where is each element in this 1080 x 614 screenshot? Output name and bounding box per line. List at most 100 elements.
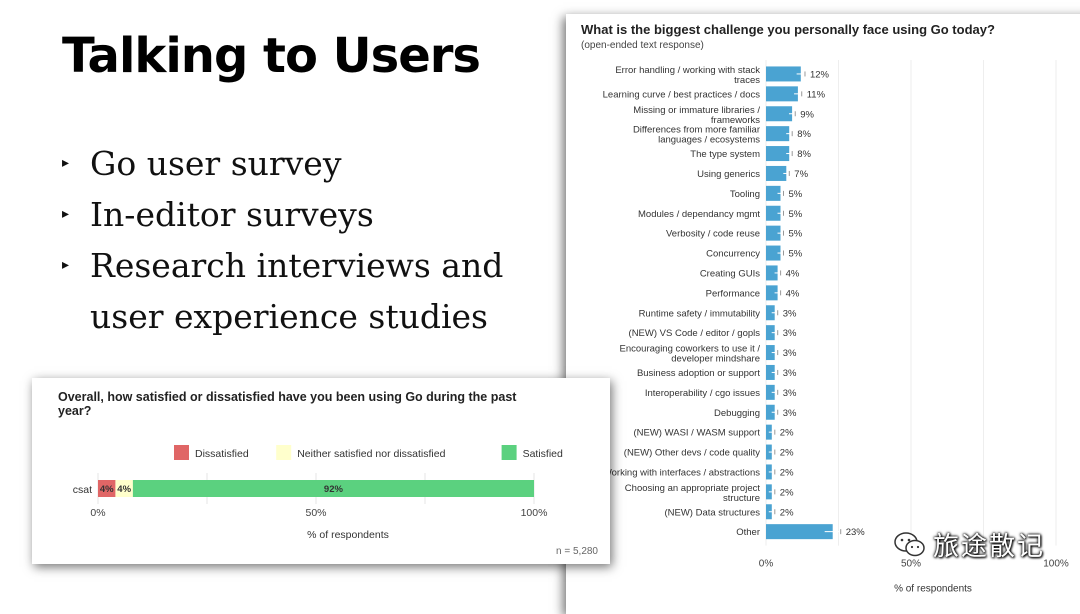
legend-swatch: [501, 445, 517, 460]
x-tick-label: 0%: [90, 507, 105, 519]
bar: [766, 285, 778, 301]
category-label: Business adoption or support: [637, 368, 760, 379]
bar: [766, 345, 775, 361]
bar: [766, 66, 801, 82]
category-label: Learning curve / best practices / docs: [603, 89, 761, 100]
bar: [766, 165, 787, 181]
category-label: Verbosity / code reuse: [666, 229, 760, 240]
bar: [766, 245, 781, 261]
bar: [766, 86, 798, 102]
bullet-arrow-icon: ▸: [62, 206, 70, 222]
category-label: Using generics: [697, 169, 760, 180]
bullet-list: ▸ Go user survey ▸ In-editor surveys ▸ R…: [62, 138, 503, 342]
legend-label: Neither satisfied nor dissatisfied: [297, 448, 445, 460]
category-label: (NEW) Other devs / code quality: [624, 448, 760, 459]
bar: [766, 205, 781, 221]
category-label: Performance: [706, 288, 760, 299]
category-label: Error handling / working with stack: [615, 65, 760, 76]
category-label: languages / ecosystems: [658, 135, 760, 146]
legend-label: Dissatisfied: [195, 448, 249, 460]
bar-value-label: 7%: [794, 169, 808, 180]
category-label: developer mindshare: [671, 354, 760, 365]
bar-value-label: 3%: [783, 348, 797, 359]
segment-value-label: 4%: [100, 484, 114, 495]
category-label: traces: [734, 75, 760, 86]
satisfaction-bar-chart: Dissatisfied Neither satisfied nor dissat…: [73, 445, 598, 557]
bar-value-label: 2%: [780, 507, 794, 518]
bar-value-label: 3%: [783, 368, 797, 379]
category-label: Tooling: [730, 189, 760, 200]
sample-size-note: n = 5,280: [556, 546, 598, 557]
bullet-item: ▸ Go user survey: [62, 138, 503, 189]
bullet-item: ▸ Research interviews and user experienc…: [62, 240, 503, 342]
challenges-chart-title: What is the biggest challenge you person…: [581, 22, 995, 37]
bar-value-label: 5%: [789, 209, 803, 220]
bar: [766, 146, 790, 162]
bar-value-label: 3%: [783, 308, 797, 319]
x-tick-label: 50%: [305, 507, 326, 519]
satisfaction-chart-title: Overall, how satisfied or dissatisfied h…: [58, 390, 517, 418]
bar-value-label: 2%: [780, 428, 794, 439]
bar-value-label: 8%: [797, 129, 811, 140]
watermark: 旅途散记: [893, 526, 1045, 563]
bar-value-label: 5%: [789, 249, 803, 260]
x-tick-label: 100%: [521, 507, 548, 519]
bar-value-label: 23%: [846, 527, 866, 538]
bullet-text: In-editor surveys: [90, 195, 374, 234]
bar: [766, 225, 781, 241]
bar: [766, 126, 790, 142]
bar-value-label: 8%: [797, 149, 811, 160]
challenges-chart-subtitle: (open-ended text response): [581, 40, 704, 51]
x-axis-label: % of respondents: [307, 529, 389, 541]
category-label: Modules / dependancy mgmt: [638, 209, 760, 220]
challenges-chart-panel: What is the biggest challenge you person…: [566, 14, 1080, 614]
bullet-arrow-icon: ▸: [62, 155, 70, 171]
category-label: frameworks: [711, 115, 760, 126]
category-label: Interoperability / cgo issues: [645, 388, 760, 399]
legend-swatch: [174, 445, 189, 460]
x-tick-label: 50%: [901, 559, 921, 570]
bar: [766, 384, 775, 400]
bullet-arrow-icon: ▸: [62, 257, 70, 273]
category-label: Creating GUIs: [700, 268, 760, 279]
category-label: Other: [736, 527, 760, 538]
bar-value-label: 9%: [800, 109, 814, 120]
bar: [766, 364, 775, 380]
bar-value-label: 5%: [789, 229, 803, 240]
category-label: Encouraging coworkers to use it /: [620, 344, 761, 355]
slide-title: Talking to Users: [62, 28, 481, 84]
bullet-text: Research interviews and: [90, 246, 504, 285]
segment-value-label: 92%: [324, 484, 344, 495]
legend-label: Satisfied: [523, 448, 563, 460]
category-label: Choosing an appropriate project: [625, 483, 761, 494]
bar: [766, 524, 833, 540]
bullet-item: ▸ In-editor surveys: [62, 189, 503, 240]
bullet-text: Go user survey: [90, 144, 342, 183]
bar: [766, 185, 781, 201]
challenges-bar-chart: Error handling / working with stacktrace…: [603, 60, 1069, 595]
bar-value-label: 4%: [786, 268, 800, 279]
watermark-text: 旅途散记: [933, 532, 1046, 562]
bar-value-label: 5%: [789, 189, 803, 200]
bar: [766, 325, 775, 341]
category-label: (NEW) Data structures: [664, 507, 760, 518]
satisfaction-chart-panel: Overall, how satisfied or dissatisfied h…: [32, 378, 610, 564]
segment-value-label: 4%: [117, 484, 131, 495]
bar: [766, 404, 775, 420]
bar: [766, 305, 775, 321]
category-label: Concurrency: [706, 249, 760, 260]
bar-value-label: 2%: [780, 448, 794, 459]
x-tick-label: 0%: [759, 559, 774, 570]
bar-value-label: 4%: [786, 288, 800, 299]
category-label: The type system: [690, 149, 760, 160]
bar-value-label: 11%: [807, 89, 826, 100]
bar-value-label: 12%: [810, 69, 830, 80]
category-label: Debugging: [714, 408, 760, 419]
x-axis-label: % of respondents: [894, 584, 972, 595]
legend-swatch: [276, 445, 292, 460]
bullet-text-continued: user experience studies: [90, 297, 488, 336]
bar-value-label: 3%: [783, 408, 797, 419]
category-label: Differences from more familiar: [633, 125, 760, 136]
bar-value-label: 2%: [780, 487, 794, 498]
bar: [766, 106, 793, 122]
